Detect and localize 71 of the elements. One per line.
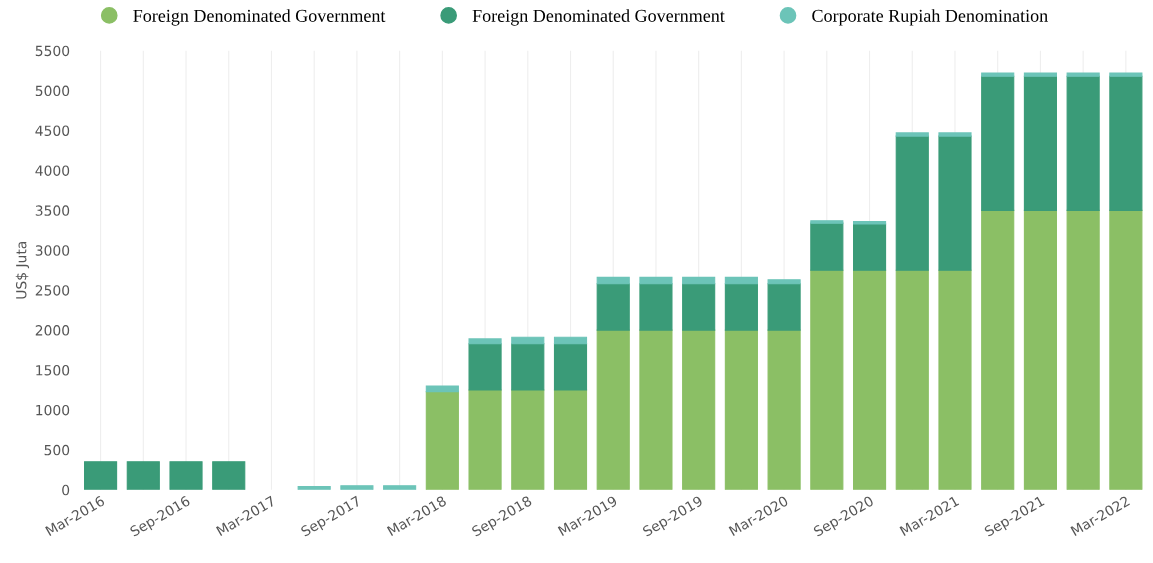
bar [169,461,203,490]
bar [1109,209,1143,490]
bar [468,343,502,391]
bar [1109,72,1143,77]
bar [810,222,844,271]
bar [1066,209,1100,490]
bar [852,220,887,225]
bar [126,461,160,490]
bar [425,385,459,393]
bar [938,269,972,490]
bar [596,283,630,331]
bar [425,391,459,490]
bar [767,329,801,490]
bar [981,75,1015,211]
bar [1109,75,1143,211]
bar [810,269,844,490]
y-axis-title: US$ Juta [15,241,30,299]
bar [639,276,673,285]
bar [639,329,673,490]
bar [340,485,374,490]
y-tick-label: 5500 [35,45,70,57]
y-tick-label: 5000 [35,85,70,97]
bar [767,283,801,331]
bar [938,132,972,137]
legend-label: Foreign Denominated Government [133,9,386,26]
bar [511,336,545,345]
bar [852,223,887,271]
bar [84,461,118,490]
bar [682,329,716,490]
bar [682,276,716,285]
bar [852,269,887,490]
bar [682,283,716,331]
bar [553,389,588,490]
bar [981,72,1015,77]
y-tick-label: 2000 [35,325,70,336]
bar [639,283,673,331]
y-tick-label: 1500 [36,365,70,376]
bar [468,389,502,490]
bar [212,461,246,490]
bar [895,269,929,490]
bar [511,343,545,391]
bar [1023,75,1058,211]
y-tick-label: 4000 [35,165,70,176]
y-tick-label: 0 [62,484,70,496]
legend-label: Corporate Rupiah Denomination [812,9,1048,26]
y-tick-label: 4500 [35,125,70,136]
bar [553,343,588,391]
bar [981,209,1015,490]
bar [1066,75,1100,211]
bar [895,132,929,137]
bar [553,336,588,345]
bar [938,135,972,271]
bar [724,276,758,285]
bar [895,135,929,271]
bar [468,338,502,345]
bar [1023,209,1058,490]
y-tick-label: 2500 [35,285,70,296]
y-tick-label: 3000 [35,245,70,256]
bar [511,389,545,490]
y-tick-label: 500 [44,444,70,456]
bar [596,329,630,490]
bar [1023,72,1058,77]
bar [1066,72,1100,77]
legend-label: Foreign Denominated Government [472,9,725,26]
bar [810,220,844,224]
y-tick-label: 1000 [36,404,70,416]
bar [767,279,801,285]
bar [596,276,630,285]
bar [724,283,758,331]
y-tick-label: 3500 [35,205,70,216]
bar [724,329,758,490]
